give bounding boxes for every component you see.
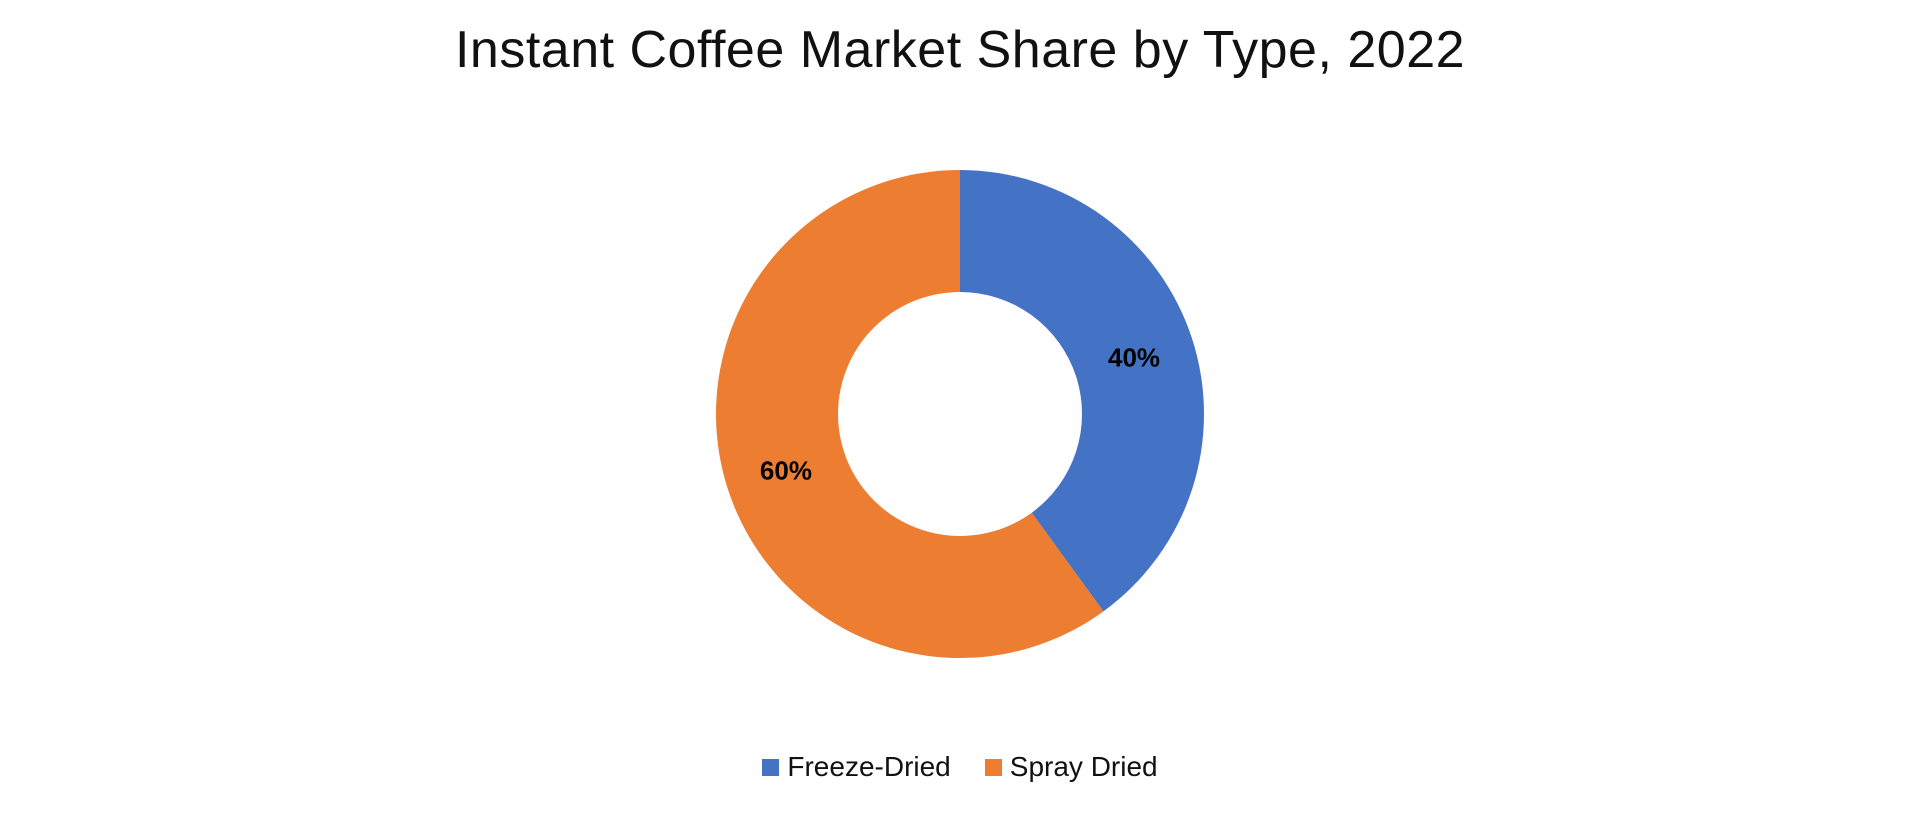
donut-slices	[715, 170, 1204, 658]
legend-label-freeze-dried: Freeze-Dried	[787, 751, 951, 782]
chart-title: Instant Coffee Market Share by Type, 202…	[454, 21, 1466, 79]
data-label-freeze-dried: 40%	[1108, 342, 1160, 372]
legend-swatch-spray-dried	[984, 758, 1002, 776]
donut-data-labels: 40% 60%	[760, 342, 1160, 485]
chart-legend: Freeze-Dried Spray Dried	[0, 751, 1920, 783]
legend-swatch-freeze-dried	[762, 758, 780, 776]
legend-item-spray-dried: Spray Dried	[984, 751, 1158, 783]
slice-spray-dried	[715, 170, 1104, 658]
legend-label-spray-dried: Spray Dried	[1009, 751, 1158, 782]
legend-item-freeze-dried: Freeze-Dried	[762, 751, 951, 783]
data-label-spray-dried: 60%	[760, 456, 812, 486]
slice-freeze-dried	[960, 170, 1204, 612]
